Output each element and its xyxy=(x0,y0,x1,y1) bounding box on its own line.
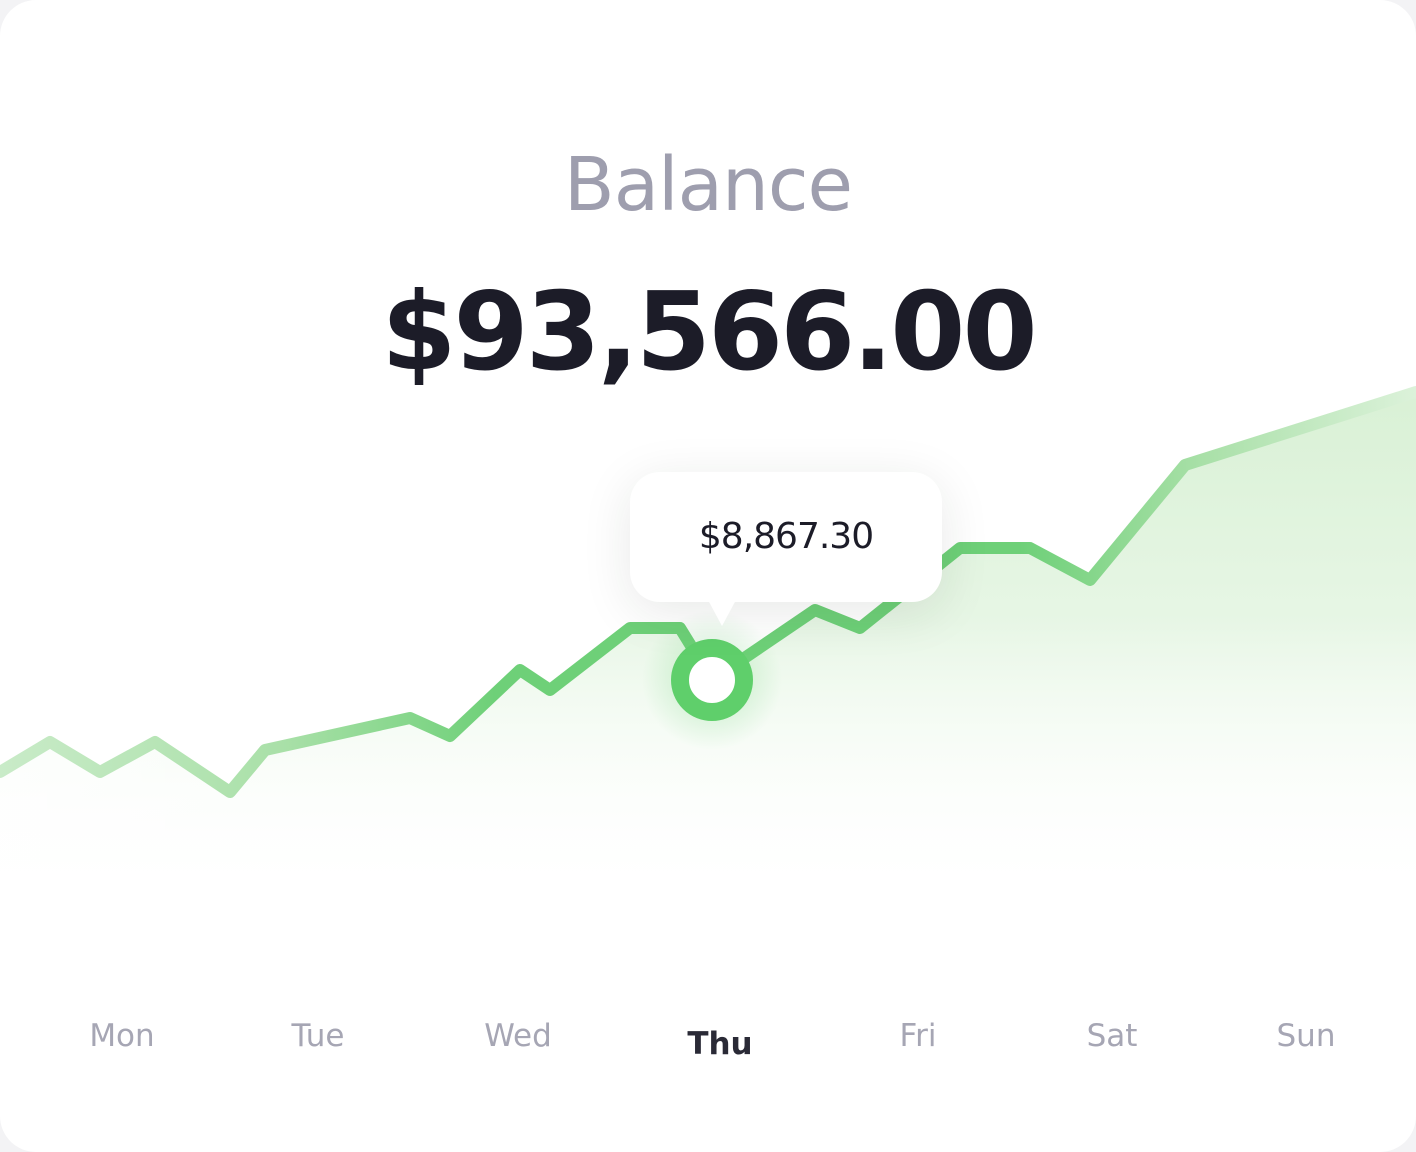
balance-title: Balance xyxy=(563,142,853,228)
day-tue[interactable]: Tue xyxy=(291,1018,345,1054)
day-wed[interactable]: Wed xyxy=(484,1018,552,1054)
tooltip-value: $8,867.30 xyxy=(698,516,874,557)
balance-amount: $93,566.00 xyxy=(381,270,1037,395)
value-tooltip: $8,867.30 xyxy=(630,472,942,626)
balance-line xyxy=(0,386,1416,798)
day-sun[interactable]: Sun xyxy=(1276,1018,1336,1054)
day-mon[interactable]: Mon xyxy=(89,1018,155,1054)
day-thu[interactable]: Thu xyxy=(687,1026,753,1062)
day-sat[interactable]: Sat xyxy=(1086,1018,1138,1054)
selected-point-marker[interactable] xyxy=(671,639,753,721)
day-fri[interactable]: Fri xyxy=(899,1018,937,1054)
day-axis: Mon Tue Wed Thu Fri Sat Sun xyxy=(0,1018,1416,1078)
